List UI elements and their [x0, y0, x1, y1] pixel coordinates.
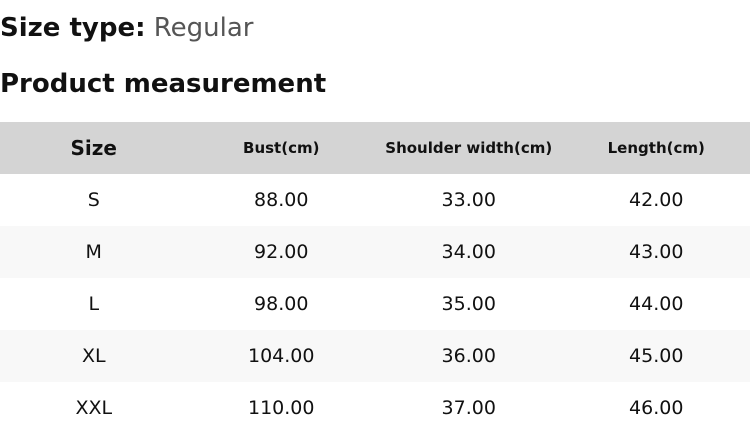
table-cell: XXL: [75, 397, 113, 419]
table-cell: M: [0, 226, 188, 278]
table-cell: 42.00: [629, 189, 684, 211]
table-cell: 110.00: [248, 397, 315, 419]
table-cell: 34.00: [375, 226, 563, 278]
table-cell: 88.00: [254, 189, 309, 211]
table-row: M 92.00 34.00 43.00: [0, 226, 750, 278]
table-row: XXL 110.00 37.00 46.00: [0, 382, 750, 434]
table-cell: 45.00: [562, 330, 750, 382]
measurement-table: Size Bust(cm) Shoulder width(cm) Length(…: [0, 122, 750, 434]
table-cell: 37.00: [441, 397, 496, 419]
table-cell: 46.00: [629, 397, 684, 419]
size-type-value: Regular: [153, 13, 254, 43]
table-cell: 44.00: [629, 293, 684, 315]
table-cell: 33.00: [441, 189, 496, 211]
header-length: Length(cm): [562, 122, 750, 174]
section-title: Product measurement: [0, 69, 327, 99]
table-cell: L: [88, 293, 100, 315]
table-cell: 43.00: [562, 226, 750, 278]
size-type-label: Size type:: [0, 13, 146, 43]
table-cell: XL: [0, 330, 188, 382]
table-cell: S: [87, 189, 100, 211]
table-row: L 98.00 35.00 44.00: [0, 278, 750, 330]
table-cell: 36.00: [375, 330, 563, 382]
table-cell: 98.00: [254, 293, 309, 315]
table-row: XL 104.00 36.00 45.00: [0, 330, 750, 382]
table-header: Size Bust(cm) Shoulder width(cm) Length(…: [0, 122, 750, 174]
table-cell: 92.00: [187, 226, 375, 278]
size-type: Size type: Regular: [0, 12, 253, 44]
header-shoulder: Shoulder width(cm): [375, 122, 563, 174]
table-row: S 88.00 33.00 42.00: [0, 174, 750, 226]
table-cell: 35.00: [441, 293, 496, 315]
header-bust: Bust(cm): [187, 122, 375, 174]
header-size: Size: [0, 122, 188, 174]
table-cell: 104.00: [187, 330, 375, 382]
